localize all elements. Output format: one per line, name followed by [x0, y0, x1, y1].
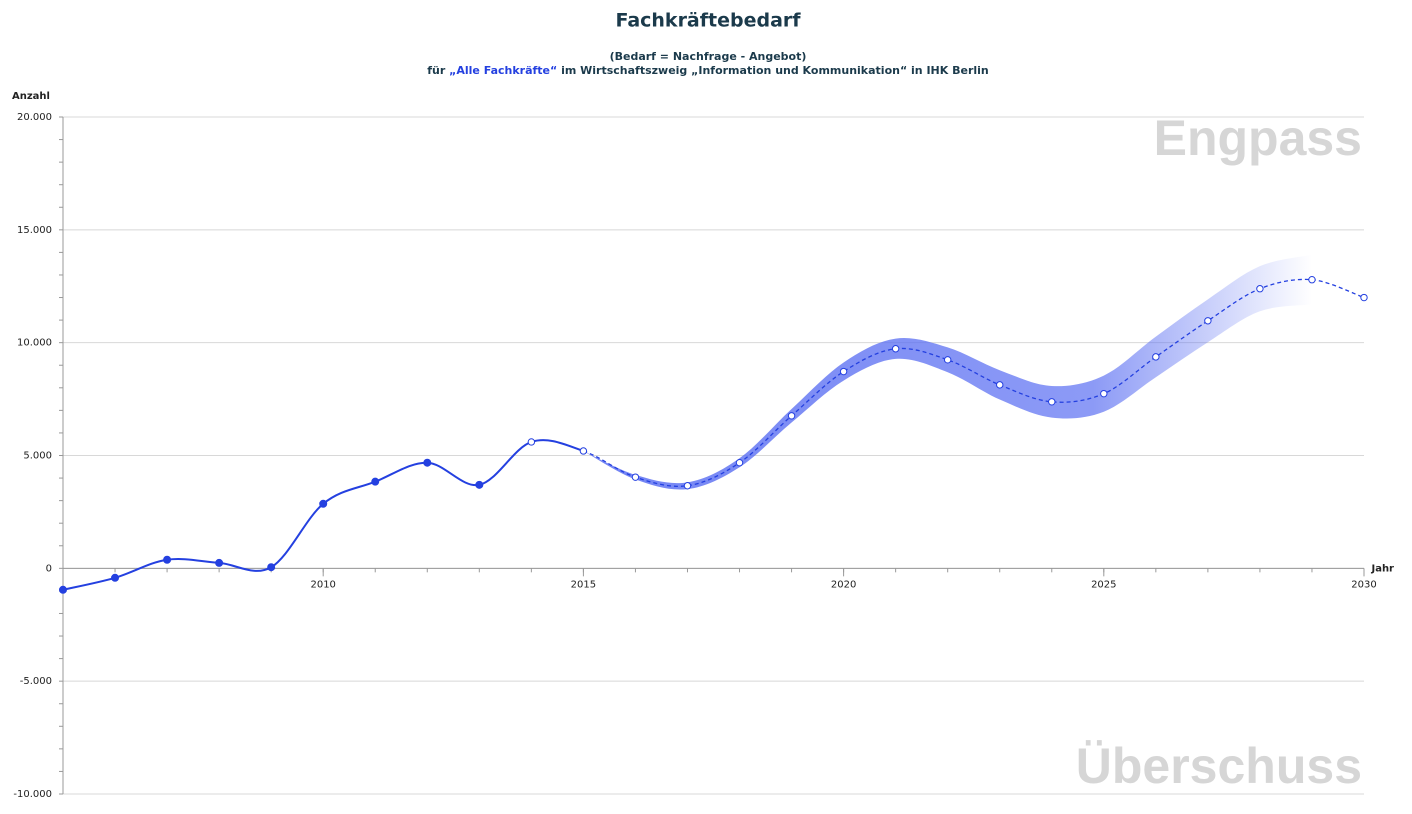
- y-tick-label: 10.000: [17, 338, 52, 349]
- x-tick-label: 2030: [1351, 579, 1376, 590]
- marker: [683, 482, 692, 490]
- marker: [1152, 353, 1160, 361]
- subtitle-part: für: [427, 64, 449, 77]
- x-axis-label: Jahr: [1370, 563, 1394, 574]
- y-tick-label: -5.000: [20, 676, 52, 687]
- x-tick-label: 2015: [571, 579, 596, 590]
- marker: [735, 459, 744, 467]
- subtitle-highlight: „Alle Fachkräfte“: [449, 64, 557, 77]
- y-tick-label: 5.000: [23, 451, 52, 462]
- chart-title: Fachkräftebedarf: [615, 10, 801, 32]
- x-tick-label: 2010: [310, 579, 335, 590]
- marker: [1256, 285, 1264, 293]
- marker: [579, 447, 588, 455]
- y-tick-label: -10.000: [13, 789, 52, 800]
- subtitle: für „Alle Fachkräfte“ im Wirtschaftszwei…: [427, 64, 989, 77]
- marker: [787, 412, 796, 420]
- line-observed: [62, 439, 584, 591]
- annotation: Überschuss: [1076, 738, 1362, 794]
- marker: [1100, 389, 1108, 398]
- marker: [215, 558, 224, 567]
- marker: [891, 345, 900, 353]
- marker: [475, 480, 484, 489]
- y-tick-label: 20.000: [17, 112, 52, 123]
- y-tick-label: 0: [46, 563, 52, 574]
- marker: [59, 585, 67, 594]
- y-axis-label: Anzahl: [12, 91, 50, 102]
- marker: [1308, 276, 1316, 284]
- marker: [1204, 317, 1212, 325]
- marker: [267, 563, 276, 572]
- marker: [1360, 293, 1368, 302]
- y-tick-label: 15.000: [17, 225, 52, 236]
- marker: [1048, 398, 1056, 406]
- confidence-band: [583, 254, 1312, 490]
- annotation: Engpass: [1154, 110, 1362, 166]
- marker: [111, 573, 120, 582]
- marker: [319, 499, 328, 508]
- marker: [163, 555, 172, 564]
- marker: [996, 381, 1004, 389]
- marker: [839, 367, 848, 376]
- marker: [423, 458, 432, 467]
- subtitle: (Bedarf = Nachfrage - Angebot): [610, 50, 807, 63]
- x-tick-label: 2020: [831, 579, 856, 590]
- marker: [527, 438, 536, 446]
- subtitle-part: im Wirtschaftszweig „Information und Kom…: [557, 64, 989, 77]
- marker: [631, 473, 640, 481]
- marker: [371, 477, 380, 486]
- line-forecast: [583, 278, 1365, 487]
- marker: [943, 356, 952, 364]
- x-tick-label: 2025: [1091, 579, 1116, 590]
